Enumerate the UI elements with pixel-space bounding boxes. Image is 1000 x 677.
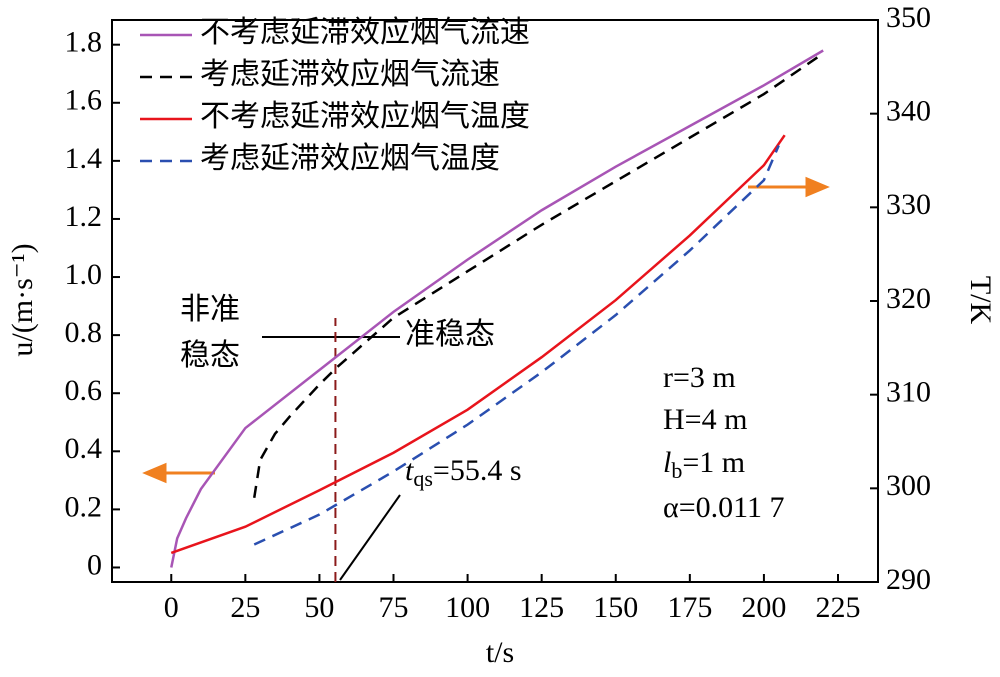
x-tick-label: 0 [164,591,179,624]
annotation: 准稳态 [405,318,495,351]
annotation: tqs=55.4 s [405,454,522,491]
series-line [253,145,780,546]
y2-tick-label: 330 [886,188,931,221]
parameter: H=4 m [663,403,747,436]
legend-label: 考虑延滞效应烟气流速 [200,58,500,91]
y-tick-label: 0.2 [65,490,103,523]
y-axis-label: u/(m·s⁻¹) [6,243,39,356]
y2-tick-label: 310 [886,376,931,409]
y-tick-label: 1.4 [65,142,103,175]
parameter: r=3 m [663,361,736,394]
x-tick-label: 200 [741,591,786,624]
x-tick-label: 75 [379,591,409,624]
annotation: t [405,454,414,487]
right-arrowhead [805,176,830,198]
y2-tick-label: 320 [886,282,931,315]
x-tick-label: 100 [445,591,490,624]
parameter: α=0.011 7 [663,491,785,524]
x-tick-label: 150 [593,591,638,624]
y-tick-label: 1.6 [65,84,103,117]
parameter: =1 m [682,446,745,479]
y2-axis-label: T/K [964,276,997,325]
x-tick-label: 175 [667,591,712,624]
legend-label: 考虑延滞效应烟气温度 [200,142,500,175]
y2-tick-label: 300 [886,469,931,502]
series-line [170,49,824,568]
y2-tick-label: 340 [886,95,931,128]
y-tick-label: 1.2 [65,200,103,233]
leader-line [339,494,401,581]
legend-label: 不考虑延滞效应烟气温度 [200,100,530,133]
series-line [253,52,824,498]
parameter: l [663,446,671,479]
y-tick-label: 0 [87,548,102,581]
annotation: 稳态 [180,339,240,372]
x-tick-label: 125 [519,591,564,624]
y-tick-label: 0.4 [65,432,103,465]
annotation: qs [413,466,433,491]
y-tick-label: 0.8 [65,316,103,349]
left-arrowhead [142,462,167,484]
parameter: b [671,458,682,483]
y-tick-label: 0.6 [65,374,103,407]
annotation: =55.4 s [433,454,522,487]
x-tick-label: 225 [815,591,860,624]
y2-tick-label: 350 [886,1,931,34]
y-tick-label: 1.0 [65,258,103,291]
x-tick-label: 50 [304,591,334,624]
x-axis-label: t/s [486,636,514,669]
x-tick-label: 25 [230,591,260,624]
y2-tick-label: 290 [886,563,931,596]
parameter: lb=1 m [663,446,745,483]
legend-label: 不考虑延滞效应烟气流速 [200,16,530,49]
y-tick-label: 1.8 [65,26,103,59]
arrows [142,176,830,484]
annotation: 非准 [180,293,240,326]
series-line [170,134,786,555]
